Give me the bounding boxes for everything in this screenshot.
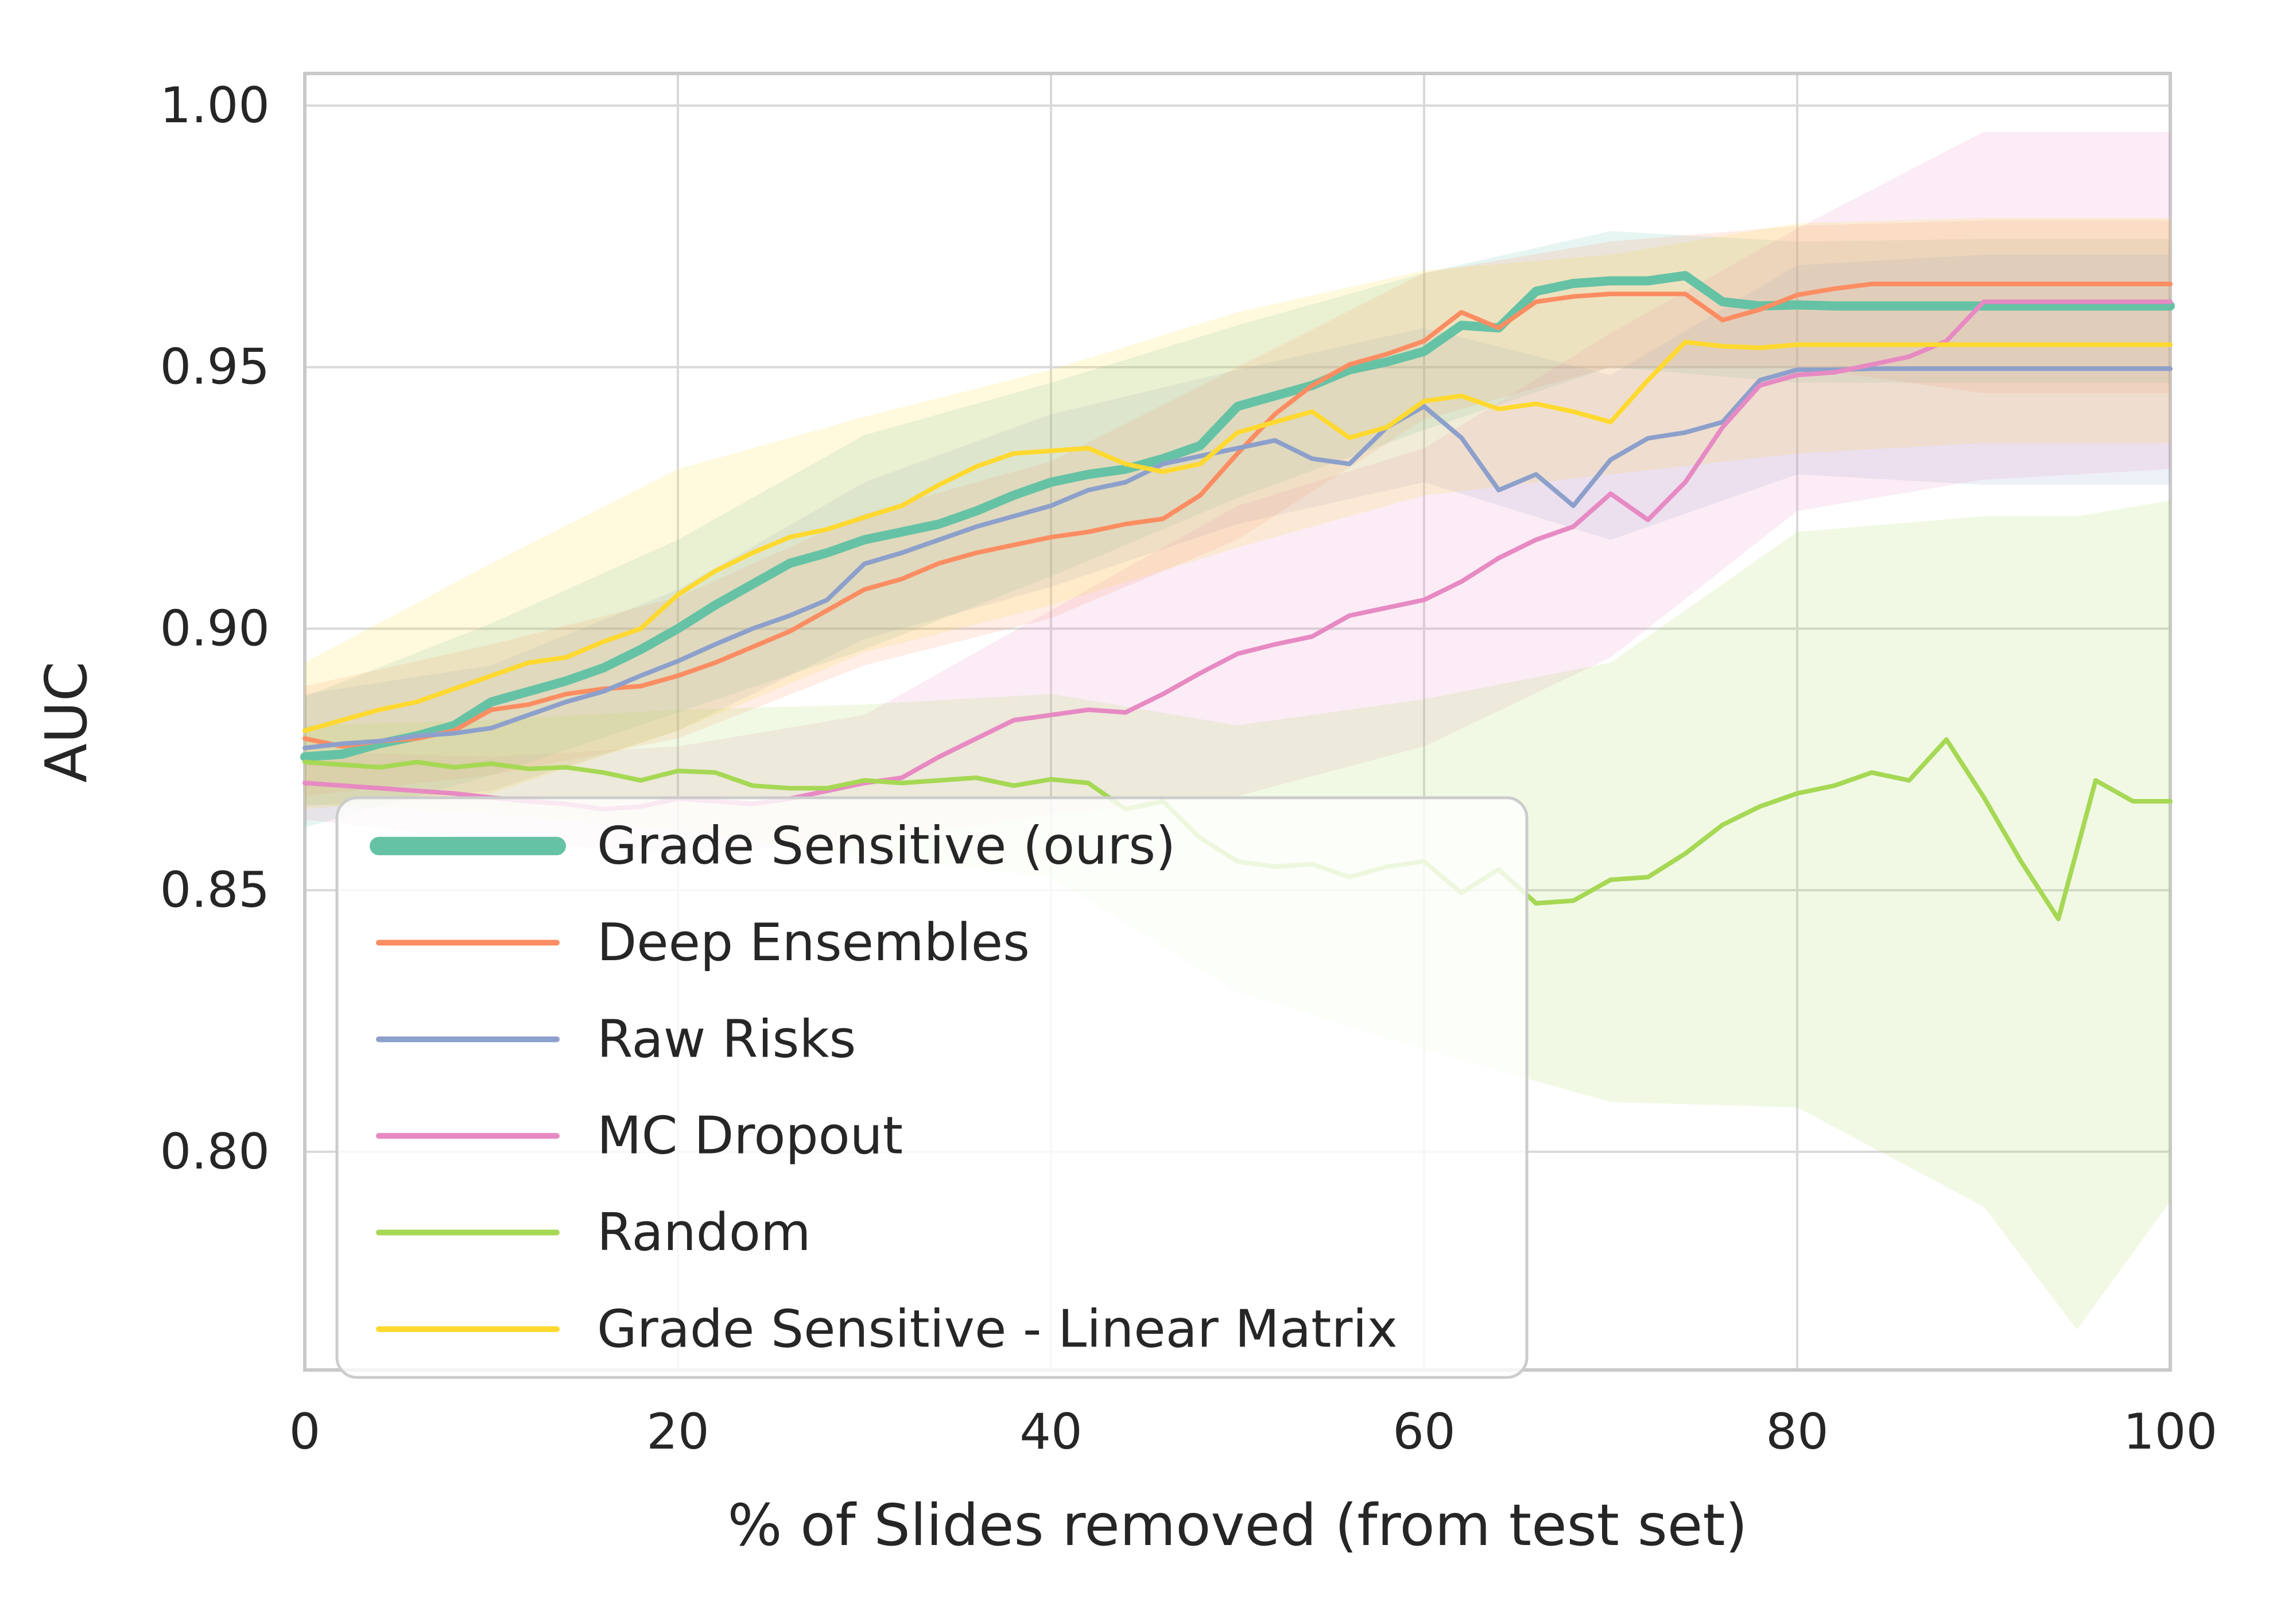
y-tick-label-0.95: 0.95 xyxy=(160,339,270,396)
y-axis-title: AUC xyxy=(33,661,100,782)
x-tick-label-20: 20 xyxy=(646,1403,709,1461)
legend: Grade Sensitive (ours) Deep Ensembles Raw … xyxy=(335,796,1529,1379)
legend-label: Deep Ensembles xyxy=(597,913,1030,973)
legend-box xyxy=(335,796,1529,1379)
x-tick-label-100: 100 xyxy=(2123,1403,2217,1461)
tick-labels: 0 20 40 60 80 100 1.00 0.95 0.90 0.85 0.80 xyxy=(160,77,2218,1461)
legend-label: Raw Risks xyxy=(597,1009,856,1069)
legend-label: MC Dropout xyxy=(597,1106,903,1166)
legend-label: Random xyxy=(597,1202,811,1263)
legend-item-grade-sensitive-ours-: Grade Sensitive (ours) xyxy=(370,816,1176,876)
band-raw-risks xyxy=(305,254,2170,807)
series-line-grade-sensitive-linear-matrix xyxy=(302,339,2173,733)
y-tick-label-0.8: 0.80 xyxy=(160,1123,270,1181)
legend-item-mc-dropout: MC Dropout xyxy=(376,1106,903,1166)
legend-item-grade-sensitive-linear-matrix: Grade Sensitive - Linear Matrix xyxy=(376,1299,1398,1359)
y-tick-label-0.9: 0.90 xyxy=(160,600,270,657)
band-mc-dropout xyxy=(305,131,2170,854)
legend-item-deep-ensembles: Deep Ensembles xyxy=(376,913,1030,973)
x-tick-label-40: 40 xyxy=(1019,1403,1082,1461)
legend-item-random: Random xyxy=(376,1202,811,1263)
legend-label: Grade Sensitive (ours) xyxy=(597,816,1176,876)
legend-label: Grade Sensitive - Linear Matrix xyxy=(597,1299,1398,1359)
x-axis-title: % of Slides removed (from test set) xyxy=(727,1492,1747,1559)
x-tick-label-80: 80 xyxy=(1766,1403,1828,1461)
legend-item-raw-risks: Raw Risks xyxy=(376,1009,856,1069)
y-tick-label-1: 1.00 xyxy=(160,77,270,134)
band-grade-sensitive-ours- xyxy=(305,231,2170,828)
series-line-grade-sensitive-ours- xyxy=(300,271,2175,762)
x-tick-label-60: 60 xyxy=(1393,1403,1455,1461)
band-deep-ensembles xyxy=(305,220,2170,797)
y-tick-label-0.85: 0.85 xyxy=(160,861,270,919)
band-grade-sensitive-linear-matrix xyxy=(305,218,2170,809)
x-tick-label-0: 0 xyxy=(289,1403,321,1461)
